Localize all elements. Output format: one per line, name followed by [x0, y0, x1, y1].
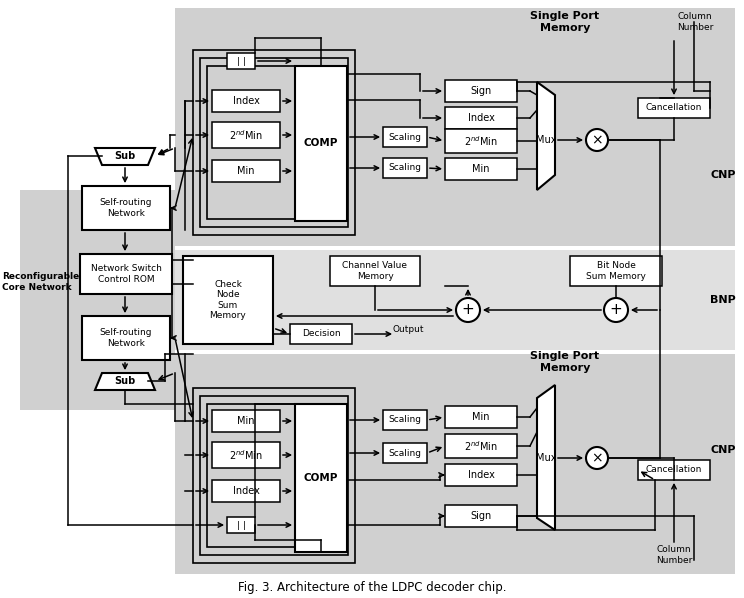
Polygon shape [95, 148, 155, 165]
Bar [290, 324, 352, 344]
Text: Min: Min [472, 164, 490, 174]
Text: Scaling: Scaling [388, 163, 422, 172]
Text: Index: Index [233, 486, 260, 496]
Bar [212, 160, 280, 182]
Bar [175, 354, 735, 574]
Bar [445, 158, 517, 180]
Text: Reconfigurable
Core Network: Reconfigurable Core Network [2, 272, 80, 292]
Bar [445, 464, 517, 486]
Text: Sub: Sub [115, 151, 135, 161]
Text: Column
Number: Column Number [655, 545, 692, 565]
Bar [207, 404, 341, 547]
Text: Mux: Mux [536, 453, 557, 463]
Bar [212, 442, 280, 468]
Text: Decision: Decision [301, 329, 340, 338]
Bar [445, 129, 517, 153]
Text: $\times$: $\times$ [591, 451, 603, 465]
Text: Index: Index [467, 470, 495, 480]
Text: Self-routing
Network: Self-routing Network [100, 328, 153, 347]
Text: Channel Value
Memory: Channel Value Memory [342, 261, 408, 280]
Text: Sign: Sign [470, 86, 492, 96]
Text: CNP: CNP [711, 445, 736, 455]
Text: Column
Number: Column Number [677, 13, 713, 32]
Bar [175, 8, 735, 246]
Text: $2^{nd}$Min: $2^{nd}$Min [229, 128, 263, 142]
Bar [445, 406, 517, 428]
Text: Sub: Sub [115, 376, 135, 386]
Polygon shape [95, 373, 155, 390]
Circle shape [586, 447, 608, 469]
Bar [200, 58, 348, 227]
Bar [570, 256, 662, 286]
Polygon shape [537, 82, 555, 190]
Bar [227, 53, 255, 69]
Bar [82, 186, 170, 230]
Bar [183, 256, 273, 344]
Text: Min: Min [237, 166, 254, 176]
Text: Scaling: Scaling [388, 448, 422, 457]
Bar [20, 190, 175, 410]
Bar [295, 66, 347, 221]
Text: Single Port
Memory: Single Port Memory [530, 11, 600, 33]
Text: Single Port
Memory: Single Port Memory [530, 351, 600, 373]
Text: Cancellation: Cancellation [646, 465, 702, 474]
Text: COMP: COMP [304, 473, 339, 483]
Text: $2^{nd}$Min: $2^{nd}$Min [229, 448, 263, 462]
Text: Mux: Mux [536, 135, 557, 145]
Bar [638, 460, 710, 480]
Bar [175, 250, 735, 350]
Text: Sign: Sign [470, 511, 492, 521]
Bar [445, 505, 517, 527]
Text: Scaling: Scaling [388, 133, 422, 142]
Text: $2^{nd}$Min: $2^{nd}$Min [464, 134, 498, 148]
Text: $+$: $+$ [609, 303, 623, 318]
Bar [330, 256, 420, 286]
Bar [383, 443, 427, 463]
Bar [200, 396, 348, 555]
Text: Min: Min [237, 416, 254, 426]
Text: $2^{nd}$Min: $2^{nd}$Min [464, 439, 498, 453]
Bar [207, 66, 341, 219]
Bar [445, 434, 517, 458]
Text: BNP: BNP [710, 295, 736, 305]
Bar [383, 127, 427, 147]
Text: Scaling: Scaling [388, 416, 422, 425]
Polygon shape [537, 385, 555, 530]
Circle shape [456, 298, 480, 322]
Text: Network Switch
Control ROM: Network Switch Control ROM [91, 264, 161, 283]
Bar [80, 254, 172, 294]
Text: Fig. 3. Architecture of the LDPC decoder chip.: Fig. 3. Architecture of the LDPC decoder… [238, 581, 506, 594]
Bar [212, 122, 280, 148]
Bar [638, 98, 710, 118]
Bar [383, 158, 427, 178]
Bar [193, 388, 355, 563]
Text: Self-routing
Network: Self-routing Network [100, 199, 153, 218]
Text: COMP: COMP [304, 138, 339, 148]
Bar [212, 410, 280, 432]
Bar [383, 410, 427, 430]
Text: Min: Min [472, 412, 490, 422]
Bar [445, 107, 517, 129]
Text: Bit Node
Sum Memory: Bit Node Sum Memory [586, 261, 646, 280]
Text: Output: Output [392, 325, 424, 334]
Text: $\times$: $\times$ [591, 133, 603, 147]
Text: $+$: $+$ [461, 303, 475, 318]
Text: Cancellation: Cancellation [646, 103, 702, 112]
Circle shape [604, 298, 628, 322]
Circle shape [586, 129, 608, 151]
Bar [295, 404, 347, 552]
Text: CNP: CNP [711, 170, 736, 180]
Text: Index: Index [467, 113, 495, 123]
Text: | |: | | [237, 56, 246, 66]
Bar [82, 316, 170, 360]
Text: Index: Index [233, 96, 260, 106]
Text: | |: | | [237, 520, 246, 529]
Bar [445, 80, 517, 102]
Bar [193, 50, 355, 235]
Bar [227, 517, 255, 533]
Text: Check
Node
Sum
Memory: Check Node Sum Memory [210, 280, 246, 320]
Bar [212, 90, 280, 112]
Bar [212, 480, 280, 502]
